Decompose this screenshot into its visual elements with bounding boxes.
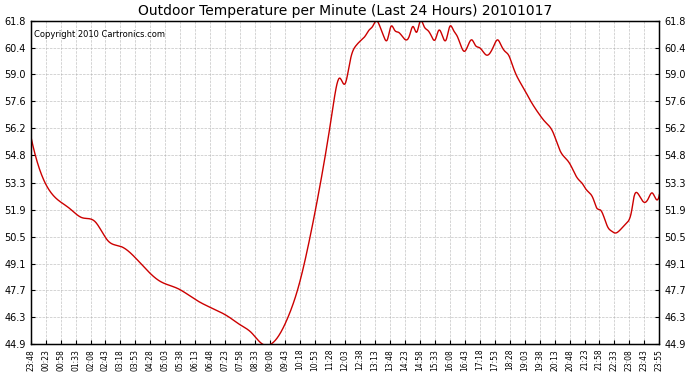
Text: Copyright 2010 Cartronics.com: Copyright 2010 Cartronics.com <box>34 30 165 39</box>
Title: Outdoor Temperature per Minute (Last 24 Hours) 20101017: Outdoor Temperature per Minute (Last 24 … <box>138 4 552 18</box>
